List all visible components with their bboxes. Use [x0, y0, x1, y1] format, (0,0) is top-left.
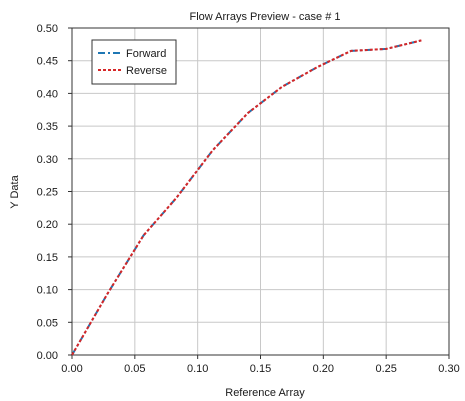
chart-title: Flow Arrays Preview - case # 1: [190, 11, 341, 23]
y-axis-title: Y Data: [9, 174, 21, 208]
legend: Forward Reverse: [91, 39, 177, 85]
y-tick-label: 0.20: [37, 219, 58, 231]
x-tick-label: 0.20: [313, 363, 334, 375]
legend-label-reverse: Reverse: [126, 65, 167, 77]
y-tick-label: 0.05: [37, 317, 58, 329]
x-axis-ticks: 0.00 0.05 0.10 0.15 0.20 0.25 0.30: [61, 355, 460, 375]
x-tick-label: 0.30: [438, 363, 459, 375]
y-tick-label: 0.45: [37, 56, 58, 68]
y-tick-label: 0.40: [37, 88, 58, 100]
x-tick-label: 0.05: [124, 363, 145, 375]
x-tick-label: 0.10: [187, 363, 208, 375]
y-axis-ticks: 0.00 0.05 0.10 0.15 0.20 0.25 0.30 0.35 0.40 0.45…: [37, 23, 72, 362]
x-tick-label: 0.00: [61, 363, 82, 375]
series-line-reverse: [71, 39, 422, 356]
y-tick-label: 0.50: [37, 23, 58, 35]
series-layer: [71, 39, 422, 356]
x-tick-label: 0.25: [375, 363, 396, 375]
y-tick-label: 0.25: [37, 187, 58, 199]
x-tick-label: 0.15: [250, 363, 271, 375]
x-axis-title: Reference Array: [225, 387, 305, 399]
y-tick-label: 0.30: [37, 154, 58, 166]
legend-label-forward: Forward: [126, 48, 166, 60]
y-tick-label: 0.10: [37, 285, 58, 297]
y-tick-label: 0.35: [37, 121, 58, 133]
y-tick-label: 0.15: [37, 252, 58, 264]
legend-box: [91, 39, 177, 85]
y-tick-label: 0.00: [37, 350, 58, 362]
